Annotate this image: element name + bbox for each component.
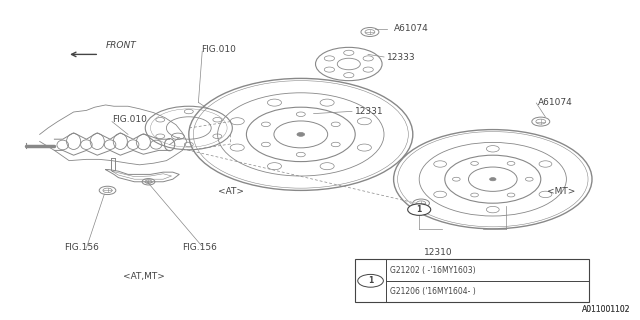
Text: A61074: A61074	[394, 24, 428, 33]
Text: 12310: 12310	[424, 248, 452, 257]
Text: FIG.010: FIG.010	[112, 116, 147, 124]
Text: FRONT: FRONT	[106, 41, 136, 50]
Circle shape	[297, 132, 305, 136]
Text: 1: 1	[417, 205, 422, 214]
Text: <AT,MT>: <AT,MT>	[123, 272, 165, 281]
Text: G21202 ( -'16MY1603): G21202 ( -'16MY1603)	[390, 266, 476, 275]
Text: FIG.010: FIG.010	[202, 45, 236, 54]
Text: G21206 ('16MY1604- ): G21206 ('16MY1604- )	[390, 287, 476, 296]
Circle shape	[408, 204, 431, 215]
Circle shape	[358, 274, 383, 287]
FancyBboxPatch shape	[355, 259, 589, 302]
Text: A011001102: A011001102	[582, 305, 630, 314]
Text: FIG.156: FIG.156	[64, 244, 99, 252]
Text: A61074: A61074	[538, 98, 572, 107]
Circle shape	[490, 178, 496, 181]
Text: 12331: 12331	[355, 108, 384, 116]
Text: 1: 1	[368, 276, 373, 285]
Text: 12333: 12333	[387, 53, 416, 62]
Text: A011001102: A011001102	[582, 305, 630, 314]
Text: FIG.156: FIG.156	[182, 244, 217, 252]
Text: <AT>: <AT>	[218, 188, 244, 196]
Text: <MT>: <MT>	[547, 188, 575, 196]
